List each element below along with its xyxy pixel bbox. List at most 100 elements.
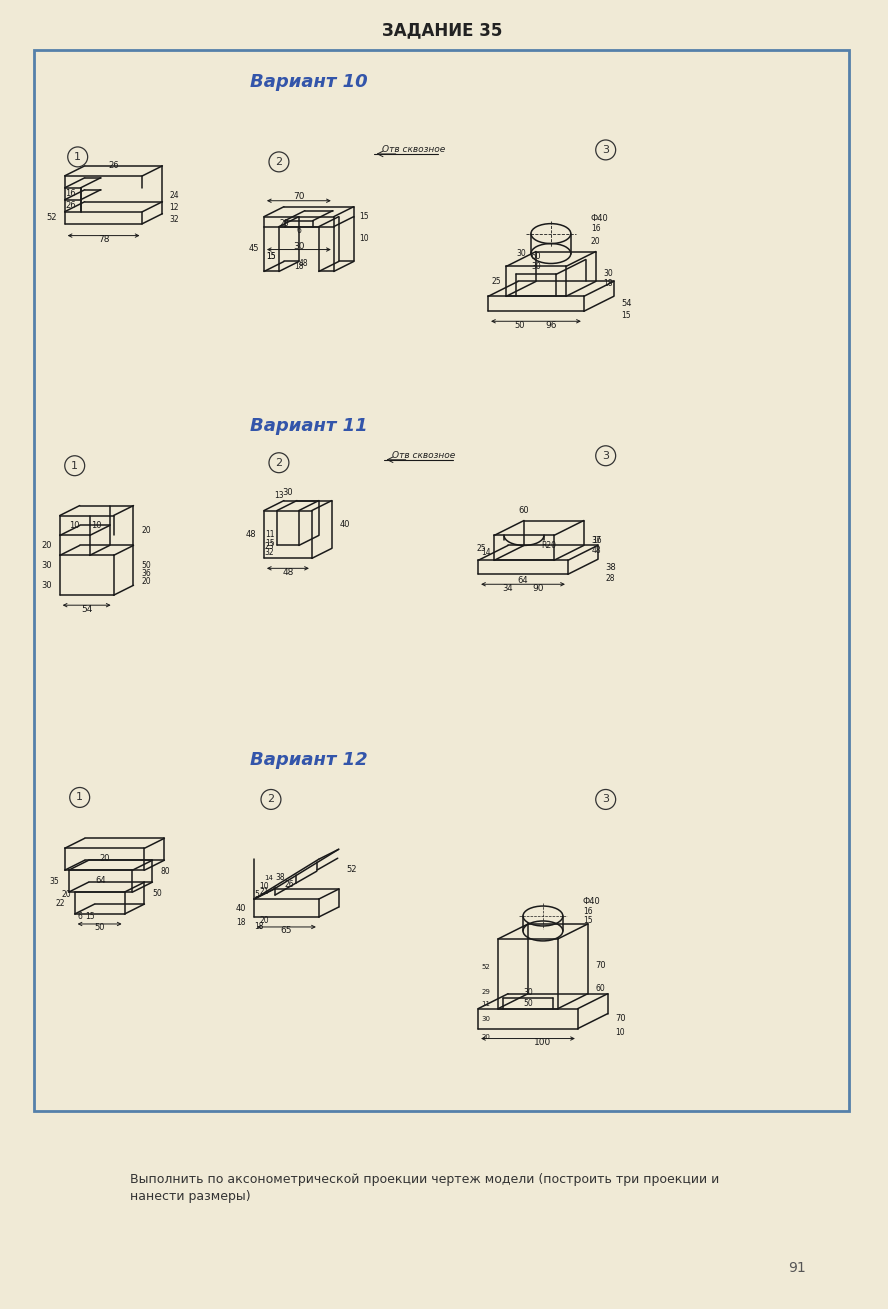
Text: 13: 13 [274, 491, 284, 500]
Text: 10: 10 [91, 521, 102, 530]
Text: 30: 30 [293, 242, 305, 251]
Text: 24: 24 [170, 191, 179, 200]
Text: 91: 91 [788, 1261, 805, 1275]
Text: 18: 18 [236, 919, 246, 928]
Text: 38: 38 [275, 873, 285, 882]
Text: 18: 18 [254, 923, 264, 932]
Text: Ф40: Ф40 [583, 897, 600, 906]
Text: 14: 14 [481, 548, 491, 556]
Text: 50: 50 [523, 999, 533, 1008]
Text: 29: 29 [481, 988, 490, 995]
Text: 30: 30 [516, 249, 526, 258]
Text: 20: 20 [481, 1034, 490, 1039]
Text: 11: 11 [481, 1000, 490, 1007]
Text: 32: 32 [170, 215, 179, 224]
Text: 18: 18 [604, 279, 614, 288]
Text: 52: 52 [46, 213, 57, 223]
Text: 10: 10 [259, 882, 269, 890]
Text: 16: 16 [583, 907, 592, 915]
Text: 15: 15 [266, 539, 274, 548]
Text: 20: 20 [141, 577, 151, 586]
Text: 23: 23 [264, 542, 274, 551]
Text: 48: 48 [591, 546, 601, 555]
Text: 16: 16 [591, 224, 600, 233]
Text: 70: 70 [596, 961, 607, 970]
Text: 2: 2 [275, 157, 282, 166]
Text: 20: 20 [591, 237, 600, 246]
Text: 90: 90 [532, 584, 543, 593]
Text: 54: 54 [81, 605, 92, 614]
Bar [34, 50, 849, 1111]
Text: 64: 64 [95, 876, 106, 885]
Text: 70: 70 [293, 192, 305, 202]
Text: ЗАДАНИЕ 35: ЗАДАНИЕ 35 [382, 21, 503, 39]
Text: 10: 10 [615, 1028, 625, 1037]
Text: 30: 30 [282, 488, 293, 497]
Text: R20: R20 [542, 541, 557, 550]
Text: 50: 50 [153, 889, 163, 898]
Text: Отв сквозное: Отв сквозное [382, 145, 445, 154]
Text: 10: 10 [69, 521, 80, 530]
Text: 65: 65 [280, 927, 291, 936]
Text: 50: 50 [515, 321, 526, 330]
Text: 30: 30 [531, 262, 541, 271]
Text: 45: 45 [249, 243, 259, 253]
Text: 15: 15 [266, 253, 276, 260]
Text: 60: 60 [519, 507, 529, 514]
Text: 11: 11 [266, 530, 274, 539]
Text: 1: 1 [76, 792, 83, 802]
Text: нанести размеры): нанести размеры) [130, 1190, 250, 1203]
Text: 15: 15 [622, 310, 631, 319]
Text: 15: 15 [583, 916, 592, 925]
Text: 20: 20 [141, 526, 151, 535]
Text: 48: 48 [245, 530, 256, 539]
Text: 28: 28 [606, 573, 615, 583]
Text: Выполнить по аксонометрической проекции чертеж модели (построить три проекции и: Выполнить по аксонометрической проекции … [130, 1173, 718, 1186]
Text: 60: 60 [596, 984, 606, 994]
Text: 15: 15 [266, 253, 276, 260]
Text: 30: 30 [481, 1016, 491, 1021]
Text: 12: 12 [170, 203, 179, 212]
Text: 48: 48 [282, 568, 294, 577]
Text: 48: 48 [299, 259, 309, 268]
Text: 20: 20 [259, 916, 269, 925]
Text: Вариант 11: Вариант 11 [250, 416, 368, 435]
Text: Вариант 12: Вариант 12 [250, 750, 368, 768]
Text: 54: 54 [622, 298, 632, 308]
Text: 6: 6 [77, 911, 82, 920]
Text: 100: 100 [535, 1038, 551, 1047]
Text: 21: 21 [259, 886, 269, 895]
Text: 6: 6 [297, 226, 301, 236]
Text: 50: 50 [141, 560, 151, 569]
Text: 52: 52 [481, 963, 490, 970]
Text: 37: 37 [591, 535, 601, 545]
Text: 16: 16 [591, 535, 601, 545]
Text: 60: 60 [531, 253, 542, 260]
Text: 50: 50 [94, 923, 105, 932]
Text: Ф40: Ф40 [591, 215, 608, 223]
Text: 20: 20 [42, 541, 52, 550]
Text: 3: 3 [602, 450, 609, 461]
Text: 15: 15 [359, 212, 369, 221]
Text: 30: 30 [41, 581, 52, 590]
Text: 1: 1 [75, 152, 81, 162]
Text: 26: 26 [108, 161, 119, 170]
Text: 14: 14 [265, 876, 274, 881]
Text: 25: 25 [477, 545, 486, 552]
Text: 30: 30 [523, 988, 533, 997]
Text: 38: 38 [606, 563, 616, 572]
Text: 78: 78 [98, 236, 109, 243]
Text: 15: 15 [85, 911, 94, 920]
Text: 20: 20 [62, 890, 72, 898]
Text: 70: 70 [615, 1014, 626, 1024]
Text: 35: 35 [49, 877, 59, 886]
Text: 64: 64 [518, 576, 528, 585]
Text: 36: 36 [141, 569, 151, 577]
Text: 28: 28 [279, 219, 289, 228]
Text: 32: 32 [264, 548, 274, 556]
Text: 10: 10 [359, 234, 369, 243]
Text: Отв сквозное: Отв сквозное [392, 452, 455, 461]
Text: 18: 18 [294, 262, 304, 271]
Text: 20: 20 [99, 853, 110, 863]
Text: 22: 22 [55, 898, 65, 907]
